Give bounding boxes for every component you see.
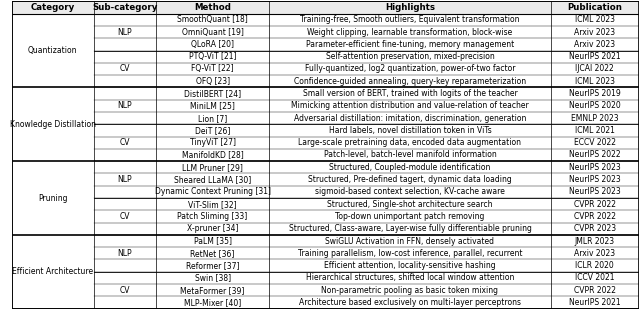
Text: NLP: NLP: [118, 175, 132, 184]
Text: LLM Pruner [29]: LLM Pruner [29]: [182, 163, 243, 172]
Text: SmoothQuant [18]: SmoothQuant [18]: [177, 15, 248, 24]
Text: sigmoid-based context selection, KV-cache aware: sigmoid-based context selection, KV-cach…: [315, 187, 505, 196]
Text: MiniLM [25]: MiniLM [25]: [190, 101, 235, 110]
Text: CV: CV: [120, 212, 130, 221]
Text: Mimicking attention distribution and value-relation of teacher: Mimicking attention distribution and val…: [291, 101, 529, 110]
Text: EMNLP 2023: EMNLP 2023: [571, 114, 619, 123]
Text: CV: CV: [120, 138, 130, 147]
Text: JMLR 2023: JMLR 2023: [575, 237, 615, 246]
Text: NeurIPS 2021: NeurIPS 2021: [569, 298, 621, 307]
Text: SwiGLU Activation in FFN, densely activated: SwiGLU Activation in FFN, densely activa…: [326, 237, 495, 246]
Text: Training parallelism, low-cost inference, parallel, recurrent: Training parallelism, low-cost inference…: [298, 249, 522, 258]
Text: NeurIPS 2023: NeurIPS 2023: [569, 187, 621, 196]
Text: Arxiv 2023: Arxiv 2023: [574, 249, 615, 258]
Text: Quantization: Quantization: [28, 46, 77, 55]
Text: ICML 2021: ICML 2021: [575, 126, 614, 135]
Text: Fully-quantized, log2 quantization, power-of-two factor: Fully-quantized, log2 quantization, powe…: [305, 64, 515, 73]
Text: Adversarial distillation: imitation, discrimination, generation: Adversarial distillation: imitation, dis…: [294, 114, 526, 123]
Text: CVPR 2022: CVPR 2022: [573, 200, 616, 209]
Text: Knowledge Distillation: Knowledge Distillation: [10, 120, 96, 129]
Text: ICCV 2021: ICCV 2021: [575, 273, 614, 282]
Text: Training-free, Smooth outliers, Equivalent transformation: Training-free, Smooth outliers, Equivale…: [300, 15, 520, 24]
Text: Patch Sliming [33]: Patch Sliming [33]: [177, 212, 248, 221]
Text: Highlights: Highlights: [385, 3, 435, 12]
Text: ICML 2023: ICML 2023: [575, 77, 615, 86]
Text: IJCAI 2022: IJCAI 2022: [575, 64, 614, 73]
Text: Reformer [37]: Reformer [37]: [186, 261, 239, 270]
Text: Small version of BERT, trained with logits of the teacher: Small version of BERT, trained with logi…: [303, 89, 517, 98]
Text: Architecture based exclusively on multi-layer perceptrons: Architecture based exclusively on multi-…: [299, 298, 521, 307]
Text: CV: CV: [120, 64, 130, 73]
Text: Sub-category: Sub-category: [92, 3, 157, 12]
Text: ViT-Slim [32]: ViT-Slim [32]: [188, 200, 237, 209]
Text: X-pruner [34]: X-pruner [34]: [187, 224, 238, 233]
Text: Publication: Publication: [567, 3, 622, 12]
Text: Efficient attention, locality-sensitive hashing: Efficient attention, locality-sensitive …: [324, 261, 496, 270]
Text: QLoRA [20]: QLoRA [20]: [191, 40, 234, 49]
Text: ManifoldKD [28]: ManifoldKD [28]: [182, 150, 243, 160]
Text: NLP: NLP: [118, 249, 132, 258]
Text: Self-attention preservation, mixed-precision: Self-attention preservation, mixed-preci…: [326, 52, 494, 61]
Text: Weight clipping, learnable transformation, block-wise: Weight clipping, learnable transformatio…: [307, 28, 513, 37]
Text: Structured, Coupled-module identification: Structured, Coupled-module identificatio…: [329, 163, 491, 172]
Text: OmniQuant [19]: OmniQuant [19]: [182, 28, 244, 37]
Text: Method: Method: [194, 3, 231, 12]
Text: MetaFormer [39]: MetaFormer [39]: [180, 286, 245, 295]
Text: MLP-Mixer [40]: MLP-Mixer [40]: [184, 298, 241, 307]
Bar: [12, 1, 639, 14]
Text: NLP: NLP: [118, 28, 132, 37]
Text: FQ-ViT [22]: FQ-ViT [22]: [191, 64, 234, 73]
Text: ICLR 2020: ICLR 2020: [575, 261, 614, 270]
Text: Hierarchical structures, shifted local window attention: Hierarchical structures, shifted local w…: [306, 273, 514, 282]
Text: CV: CV: [120, 286, 130, 295]
Text: Swin [38]: Swin [38]: [195, 273, 230, 282]
Text: Arxiv 2023: Arxiv 2023: [574, 40, 615, 49]
Text: TinyViT [27]: TinyViT [27]: [189, 138, 236, 147]
Text: Category: Category: [31, 3, 75, 12]
Text: Confidence-guided annealing, query-key reparameterization: Confidence-guided annealing, query-key r…: [294, 77, 526, 86]
Text: NeurIPS 2021: NeurIPS 2021: [569, 52, 621, 61]
Text: PTQ-ViT [21]: PTQ-ViT [21]: [189, 52, 236, 61]
Text: Structured, Pre-defined tagert, dynamic data loading: Structured, Pre-defined tagert, dynamic …: [308, 175, 512, 184]
Text: Pruning: Pruning: [38, 193, 68, 202]
Text: Non-parametric pooling as basic token mixing: Non-parametric pooling as basic token mi…: [321, 286, 499, 295]
Text: NeurIPS 2019: NeurIPS 2019: [569, 89, 621, 98]
Text: RetNet [36]: RetNet [36]: [191, 249, 235, 258]
Text: Parameter-efficient fine-tuning, memory management: Parameter-efficient fine-tuning, memory …: [306, 40, 514, 49]
Text: Top-down unimportant patch removing: Top-down unimportant patch removing: [335, 212, 484, 221]
Text: NeurIPS 2023: NeurIPS 2023: [569, 175, 621, 184]
Text: NLP: NLP: [118, 101, 132, 110]
Text: Large-scale pretraining data, encoded data augmentation: Large-scale pretraining data, encoded da…: [298, 138, 522, 147]
Text: NeurIPS 2023: NeurIPS 2023: [569, 163, 621, 172]
Text: CVPR 2022: CVPR 2022: [573, 212, 616, 221]
Text: Hard labels, novel distillation token in ViTs: Hard labels, novel distillation token in…: [328, 126, 492, 135]
Text: PaLM [35]: PaLM [35]: [194, 237, 232, 246]
Text: Patch-level, batch-level manifold information: Patch-level, batch-level manifold inform…: [324, 150, 497, 160]
Text: Dynamic Context Pruning [31]: Dynamic Context Pruning [31]: [155, 187, 271, 196]
Text: ECCV 2022: ECCV 2022: [573, 138, 616, 147]
Text: Efficient Architecture: Efficient Architecture: [12, 267, 93, 276]
Text: OFQ [23]: OFQ [23]: [196, 77, 230, 86]
Text: NeurIPS 2022: NeurIPS 2022: [569, 150, 621, 160]
Text: NeurIPS 2020: NeurIPS 2020: [569, 101, 621, 110]
Text: CVPR 2022: CVPR 2022: [573, 286, 616, 295]
Text: Structured, Single-shot architecture search: Structured, Single-shot architecture sea…: [327, 200, 493, 209]
Text: CVPR 2023: CVPR 2023: [573, 224, 616, 233]
Text: Structured, Class-aware, Layer-wise fully differentiable pruning: Structured, Class-aware, Layer-wise full…: [289, 224, 531, 233]
Text: Sheared LLaMA [30]: Sheared LLaMA [30]: [174, 175, 252, 184]
Text: Arxiv 2023: Arxiv 2023: [574, 28, 615, 37]
Text: Lion [7]: Lion [7]: [198, 114, 227, 123]
Text: ICML 2023: ICML 2023: [575, 15, 615, 24]
Text: DeiT [26]: DeiT [26]: [195, 126, 230, 135]
Text: DistilBERT [24]: DistilBERT [24]: [184, 89, 241, 98]
